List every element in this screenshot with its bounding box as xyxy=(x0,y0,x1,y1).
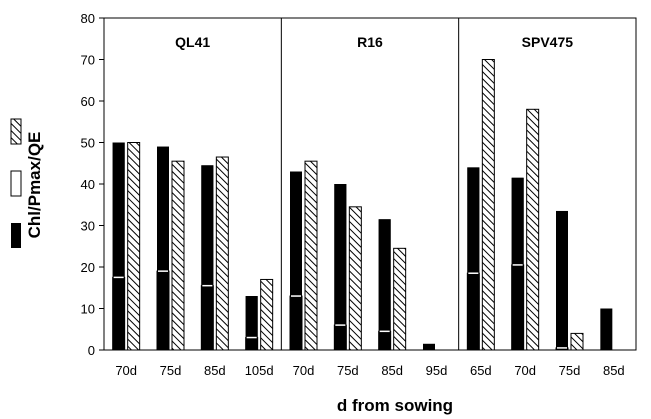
bar-chl-lower xyxy=(201,285,214,350)
bar-chl-upper xyxy=(245,296,258,338)
bar-qe xyxy=(481,59,495,351)
y-tick-label: 50 xyxy=(81,136,95,151)
legend xyxy=(10,118,22,248)
bar-chl-upper xyxy=(556,210,568,348)
x-tick-label: 70d xyxy=(514,363,536,378)
bar-qe xyxy=(215,156,229,351)
legend-swatch-chl xyxy=(11,223,21,248)
bar-qe xyxy=(260,278,274,351)
bar-chl-lower xyxy=(334,325,347,350)
x-tick-label: 85d xyxy=(204,363,226,378)
bar-chl-lower xyxy=(290,296,302,350)
bar-chl-lower xyxy=(378,331,391,350)
bar-qe xyxy=(304,160,318,351)
bar-chl-upper xyxy=(378,219,391,332)
bar-qe xyxy=(393,247,407,351)
bar-chl xyxy=(600,308,613,350)
x-tick-label: 95d xyxy=(426,363,448,378)
legend-swatch-qe xyxy=(10,118,22,145)
bar-chl-lower xyxy=(467,273,480,350)
bar-chl-upper xyxy=(290,171,302,297)
x-tick-label: 105d xyxy=(245,363,274,378)
bar-chl-upper xyxy=(201,165,214,286)
bar-qe xyxy=(171,160,185,351)
x-tick-label: 70d xyxy=(115,363,137,378)
bar-chl-upper xyxy=(334,184,347,326)
x-tick-label: 85d xyxy=(381,363,403,378)
bar-qe xyxy=(127,142,141,351)
y-tick-label: 70 xyxy=(81,53,95,68)
y-tick-label: 60 xyxy=(81,94,95,109)
x-tick-label: 75d xyxy=(160,363,182,378)
y-tick-label: 80 xyxy=(81,11,95,26)
y-tick-label: 0 xyxy=(88,343,95,358)
bar-chl xyxy=(423,343,435,350)
bar-qe xyxy=(570,332,584,351)
y-tick-label: 30 xyxy=(81,219,95,234)
panel-title: SPV475 xyxy=(522,34,574,50)
panel-title: QL41 xyxy=(175,34,210,50)
bar-chl-lower xyxy=(556,347,568,350)
plot-area: 0 10 20 30 40 50 60 70 80 QL41 70d 75d 85d 105d R16 70d… xyxy=(81,11,637,378)
x-tick-label: 85d xyxy=(603,363,625,378)
bar-chl-upper xyxy=(112,142,125,278)
x-tick-label: 70d xyxy=(293,363,315,378)
bar-chl-upper xyxy=(157,146,169,272)
x-axis-label: d from sowing xyxy=(337,396,453,415)
bar-chl-lower xyxy=(511,264,524,350)
y-tick-label: 40 xyxy=(81,177,95,192)
y-tick-label: 20 xyxy=(81,260,95,275)
bar-qe xyxy=(348,206,362,351)
x-tick-label: 75d xyxy=(559,363,581,378)
y-axis-label: Chl/Pmax/QE xyxy=(25,132,44,239)
panel-title: R16 xyxy=(357,34,383,50)
bar-chl-upper xyxy=(511,177,524,265)
bar-qe xyxy=(526,108,540,351)
x-tick-label: 65d xyxy=(470,363,492,378)
bar-chl-upper xyxy=(467,167,480,274)
bar-chl-lower xyxy=(112,277,125,350)
legend-swatch-pmax xyxy=(10,170,22,197)
bar-chl-lower xyxy=(157,271,169,350)
y-tick-label: 10 xyxy=(81,302,95,317)
bar-chl-lower xyxy=(245,337,258,350)
x-tick-label: 75d xyxy=(337,363,359,378)
